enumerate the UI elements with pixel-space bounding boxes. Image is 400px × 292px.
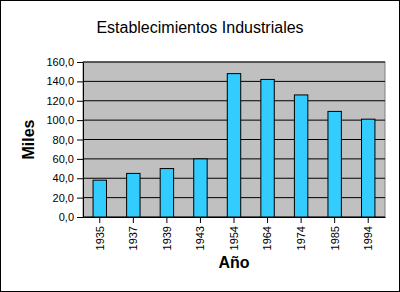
x-tick-label: 1954 (228, 226, 240, 250)
x-tick-mark (166, 217, 167, 223)
y-tick-mark (77, 217, 83, 218)
bar (261, 79, 274, 217)
x-tick: 1964 (261, 217, 273, 250)
bar (294, 95, 307, 217)
y-tick: 100,0 (46, 114, 83, 126)
x-tick-label: 1964 (261, 226, 273, 250)
y-tick-label: 40,0 (53, 172, 74, 184)
y-tick-label: 100,0 (46, 114, 74, 126)
x-tick: 1954 (228, 217, 240, 250)
title: Establecimientos Industriales (96, 19, 303, 36)
y-axis-title: Miles (20, 119, 37, 159)
x-tick-mark (267, 217, 268, 223)
x-tick: 1935 (94, 217, 106, 250)
x-tick-mark (368, 217, 369, 223)
x-tick: 1939 (161, 217, 173, 250)
x-tick: 1985 (329, 217, 341, 250)
x-tick-mark (99, 217, 100, 223)
x-tick-mark (133, 217, 134, 223)
y-tick: 160,0 (46, 56, 83, 68)
y-tick: 40,0 (53, 172, 83, 184)
x-tick-mark (301, 217, 302, 223)
x-axis-title: Año (218, 254, 249, 271)
x-tick-mark (234, 217, 235, 223)
y-tick-mark (77, 159, 83, 160)
grid (83, 62, 385, 217)
y-tick: 120,0 (46, 95, 83, 107)
bars (93, 74, 375, 217)
bar (93, 180, 106, 217)
y-tick-label: 80,0 (53, 134, 74, 146)
y-tick-mark (77, 178, 83, 179)
x-tick-label: 1943 (194, 226, 206, 250)
x-axis: 1935 1937 1939 1943 1954 1964 1974 1985 1994 (84, 217, 386, 250)
bar (160, 169, 173, 217)
x-tick-label: 1939 (161, 226, 173, 250)
y-tick-mark (77, 81, 83, 82)
x-tick-label: 1985 (329, 226, 341, 250)
x-tick-mark (200, 217, 201, 223)
plot: 0,0 20,0 40,0 60,0 80,0 100,0 120,0 140,0 160,0 1… (46, 56, 385, 250)
x-tick-mark (334, 217, 335, 223)
x-tick: 1974 (295, 217, 307, 250)
x-tick-label: 1974 (295, 226, 307, 250)
y-tick-label: 20,0 (53, 192, 74, 204)
y-tick-label: 60,0 (53, 153, 74, 165)
bar (227, 74, 240, 217)
x-tick: 1937 (127, 217, 139, 250)
x-tick-label: 1937 (127, 226, 139, 250)
y-tick-mark (77, 140, 83, 141)
y-tick-label: 0,0 (59, 211, 74, 223)
x-tick-label: 1994 (362, 226, 374, 250)
y-tick-mark (77, 62, 83, 63)
y-tick-mark (77, 198, 83, 199)
y-tick-label: 140,0 (46, 75, 74, 87)
y-tick: 80,0 (53, 134, 83, 146)
bar (328, 111, 341, 217)
y-tick-mark (77, 120, 83, 121)
y-tick: 0,0 (59, 211, 83, 223)
y-tick-mark (77, 101, 83, 102)
y-tick: 60,0 (53, 153, 83, 165)
y-tick: 20,0 (53, 192, 83, 204)
bar (194, 159, 207, 217)
bar (362, 119, 375, 217)
grid-line (83, 62, 385, 63)
x-tick: 1994 (362, 217, 374, 250)
chart: 0,0 20,0 40,0 60,0 80,0 100,0 120,0 140,0 160,0 1… (0, 0, 400, 292)
y-axis-line (83, 63, 84, 218)
x-tick: 1943 (194, 217, 206, 250)
y-tick-label: 120,0 (46, 95, 74, 107)
x-tick-label: 1935 (94, 226, 106, 250)
y-tick: 140,0 (46, 75, 83, 87)
bar (127, 173, 140, 217)
y-axis: 0,0 20,0 40,0 60,0 80,0 100,0 120,0 140,0 160,0 (46, 56, 83, 223)
plot-background (83, 62, 385, 217)
y-tick-label: 160,0 (46, 56, 74, 68)
chart-border (1, 1, 400, 292)
